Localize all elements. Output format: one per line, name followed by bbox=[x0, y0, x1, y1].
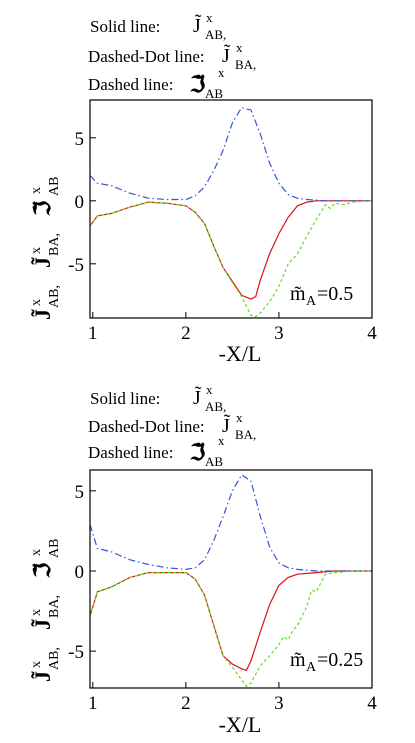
x-axis-label-top: -X/L bbox=[219, 341, 262, 366]
legend-symbol-solid: J̃ bbox=[193, 385, 202, 409]
annotation-m: m̃ bbox=[290, 649, 306, 671]
ylabel-b2: BA, bbox=[47, 595, 62, 618]
ylabel-t1: J̃ bbox=[30, 671, 55, 682]
legend-entry-dashed: Dashed line: bbox=[88, 75, 173, 94]
y-tick-label: 5 bbox=[75, 129, 85, 150]
x-tick-label: 2 bbox=[181, 323, 191, 344]
ylabel-s1: x bbox=[29, 661, 44, 668]
series-line-dashdot bbox=[89, 473, 372, 572]
legend-entry-dashdot: Dashed-Dot line: bbox=[88, 47, 205, 66]
tick-labels-top: 1 2 3 4 -5 0 5 bbox=[68, 129, 377, 344]
ylabel-s1: x bbox=[29, 299, 44, 306]
legend-sup-solid: x bbox=[206, 10, 213, 25]
legend-sub-dashed: AB bbox=[205, 454, 223, 469]
x-tick-label: 3 bbox=[274, 323, 284, 344]
annotation-sub: A bbox=[306, 660, 317, 675]
legend-sub-dashdot: BA, bbox=[235, 427, 256, 442]
y-axis-label-bottom: J̃ AB, x J̃ BA, x ℑ̃ AB x bbox=[29, 539, 62, 682]
x-tick-label: 4 bbox=[367, 323, 377, 344]
legend-sup-dashdot: x bbox=[236, 40, 243, 55]
legend-entry-solid: Solid line: bbox=[90, 17, 160, 36]
ylabel-t1: J̃ bbox=[30, 309, 55, 320]
ylabel-s3: x bbox=[29, 549, 44, 556]
annotation-m: m̃ bbox=[290, 283, 306, 305]
annotation-top: m̃ A =0.5 bbox=[290, 283, 353, 309]
x-tick-label: 2 bbox=[181, 693, 191, 714]
series-lines-bottom bbox=[89, 473, 372, 688]
y-tick-label: 0 bbox=[75, 562, 85, 583]
legend-sub-solid: AB, bbox=[205, 27, 226, 42]
legend-entry-dashed: Dashed line: bbox=[88, 443, 173, 462]
legend-symbol-solid: J̃ bbox=[193, 13, 202, 37]
legend-symbol-dashed: ℑ̃ bbox=[189, 440, 205, 465]
legend-entry-dashdot: Dashed-Dot line: bbox=[88, 417, 205, 436]
legend-sup-dashed: x bbox=[218, 65, 225, 80]
annotation-sub: A bbox=[306, 294, 317, 309]
annotation-value: =0.25 bbox=[317, 649, 363, 671]
legend-sup-solid: x bbox=[206, 382, 213, 397]
ylabel-s2: x bbox=[29, 609, 44, 616]
ylabel-b2: BA, bbox=[47, 233, 62, 256]
annotation-bottom: m̃ A =0.25 bbox=[290, 649, 363, 675]
x-tick-label: 3 bbox=[274, 693, 284, 714]
plot-frame-bottom bbox=[89, 469, 373, 689]
ylabel-b1: AB, bbox=[47, 285, 62, 308]
x-tick-label: 4 bbox=[367, 693, 377, 714]
legend-sub-dashdot: BA, bbox=[235, 57, 256, 72]
ylabel-b3: AB bbox=[47, 539, 62, 558]
series-line-dashdot bbox=[89, 106, 372, 202]
legend-sub-solid: AB, bbox=[205, 399, 226, 414]
ylabel-t2: J̃ bbox=[30, 257, 55, 268]
legend-top: Solid line: J̃ x AB, Dashed-Dot line: J̃… bbox=[88, 10, 256, 101]
ylabel-t3: ℑ̃ bbox=[30, 563, 55, 579]
ylabel-t2: J̃ bbox=[30, 619, 55, 630]
ylabel-s3: x bbox=[29, 187, 44, 194]
x-axis-label-bottom: -X/L bbox=[219, 712, 262, 737]
ylabel-t3: ℑ̃ bbox=[30, 201, 55, 217]
series-line-dashed bbox=[89, 570, 372, 688]
y-tick-label: -5 bbox=[68, 255, 84, 276]
legend-symbol-dashed: ℑ̃ bbox=[189, 72, 205, 97]
ylabel-s2: x bbox=[29, 247, 44, 254]
series-line-solid bbox=[89, 200, 372, 300]
series-lines-top bbox=[89, 106, 373, 318]
ylabel-b3: AB bbox=[47, 177, 62, 196]
legend-bottom: Solid line: J̃ x AB, Dashed-Dot line: J̃… bbox=[88, 382, 256, 469]
annotation-value: =0.5 bbox=[317, 283, 353, 305]
y-tick-label: 0 bbox=[75, 192, 85, 213]
chart-bottom: Solid line: J̃ x AB, Dashed-Dot line: J̃… bbox=[29, 382, 377, 737]
ylabel-b1: AB, bbox=[47, 647, 62, 670]
legend-symbol-dashdot: J̃ bbox=[222, 413, 231, 437]
series-line-dashed bbox=[89, 200, 373, 318]
y-tick-label: 5 bbox=[75, 482, 85, 503]
legend-sub-dashed: AB bbox=[205, 86, 223, 101]
plot-frame-top bbox=[89, 99, 373, 319]
legend-symbol-dashdot: J̃ bbox=[222, 43, 231, 67]
legend-sup-dashed: x bbox=[218, 433, 225, 448]
y-tick-label: -5 bbox=[68, 642, 84, 663]
y-axis-label-top: J̃ AB, x J̃ BA, x ℑ̃ AB x bbox=[29, 177, 62, 320]
chart-top: Solid line: J̃ x AB, Dashed-Dot line: J̃… bbox=[29, 10, 377, 366]
x-tick-label: 1 bbox=[88, 323, 98, 344]
legend-entry-solid: Solid line: bbox=[90, 389, 160, 408]
legend-sup-dashdot: x bbox=[236, 410, 243, 425]
x-tick-label: 1 bbox=[88, 693, 98, 714]
tick-labels-bottom: 1 2 3 4 -5 0 5 bbox=[68, 482, 377, 714]
